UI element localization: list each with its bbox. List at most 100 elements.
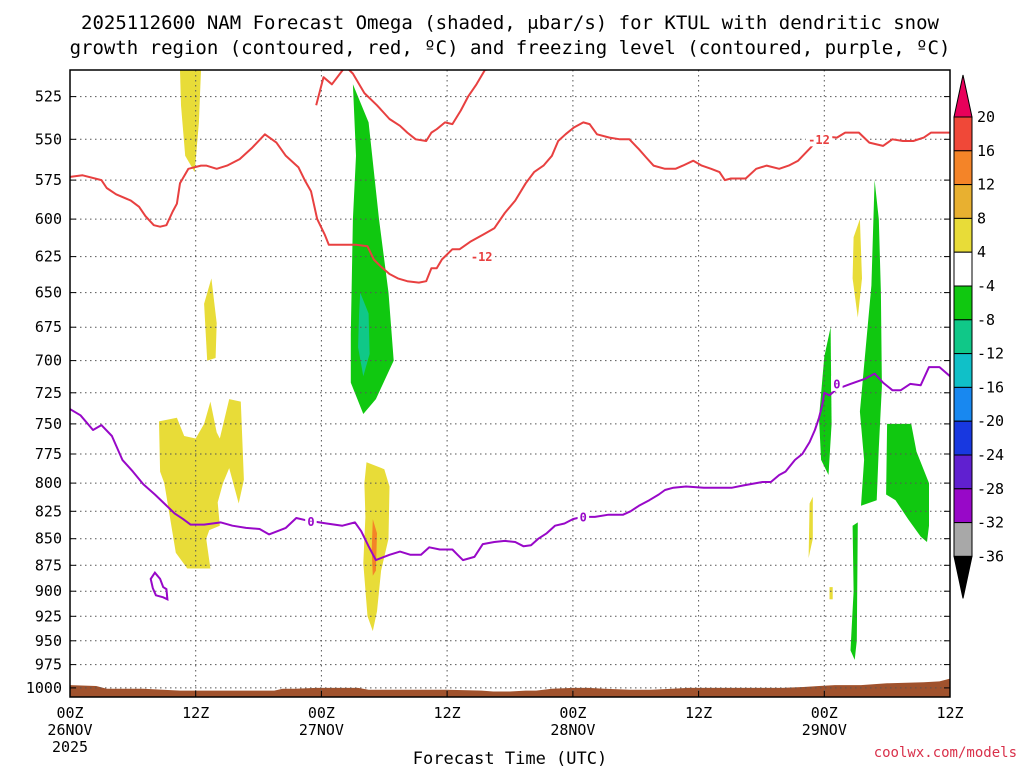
contour-layer: -12 -12 0 0 0 [70, 70, 950, 601]
colorbar-segment-8 [953, 386, 973, 422]
colorbar-segment-12 [953, 522, 973, 557]
colorbar-segment-6 [953, 319, 973, 355]
omega-region-0 [180, 70, 201, 173]
colorbar-segment-1 [953, 150, 973, 186]
omega-region-10 [886, 423, 929, 542]
dgz-contour-label-0: -12 [471, 250, 493, 264]
colorbar-segment-0 [953, 116, 973, 152]
x-tick-label-12: 12Z [182, 704, 209, 722]
colorbar-label-12: -32 [977, 514, 1004, 532]
y-tick-label-675: 675 [35, 318, 62, 336]
colorbar-label-4: 4 [977, 243, 986, 261]
y-tick-label-900: 900 [35, 582, 62, 600]
x-tick-label-24: 00Z [308, 704, 335, 722]
colorbar-segment-10 [953, 454, 973, 490]
colorbar-segment-7 [953, 353, 973, 388]
y-tick-label-825: 825 [35, 502, 62, 520]
y-tick-label-750: 750 [35, 415, 62, 433]
pressure-axis: 525 550 575 600 625 650 675 700 725 750 775 800 825 8… [26, 88, 950, 697]
y-tick-label-625: 625 [35, 248, 62, 266]
dgz-contour-label-1-bg [805, 131, 833, 147]
freezing-level-label-2-bg [831, 375, 843, 391]
x-tick-label-36: 12Z [434, 704, 461, 722]
omega-region-2 [159, 399, 244, 569]
omega-region-8 [859, 180, 882, 506]
omega-region-13 [829, 587, 833, 600]
x-tick-date-0: 26NOV [47, 721, 92, 739]
y-tick-label-700: 700 [35, 352, 62, 370]
dgz-contour-label-1: -12 [808, 133, 830, 147]
colorbar-bottom-arrow [953, 555, 973, 599]
colorbar-label-2: 12 [977, 176, 995, 194]
colorbar: 20 16 12 8 4 -4 -8 -12 -16 -20 -24 -28 -32 -36 [953, 74, 1004, 599]
plot-frame [69, 69, 951, 698]
terrain-fill [70, 678, 950, 697]
x-tick-date-48: 28NOV [550, 721, 595, 739]
freezing-level-blob [149, 571, 169, 601]
y-tick-label-925: 925 [35, 607, 62, 625]
freezing-level-label-1: 0 [580, 510, 587, 524]
colorbar-label-11: -28 [977, 480, 1004, 498]
colorbar-label-9: -20 [977, 412, 1004, 430]
freezing-level-label-1-bg [577, 508, 590, 524]
colorbar-segment-9 [953, 420, 973, 456]
omega-region-6 [358, 292, 370, 377]
y-tick-label-725: 725 [35, 384, 62, 402]
y-tick-label-950: 950 [35, 632, 62, 650]
omega-region-1 [204, 278, 217, 361]
dgz-contour-line [70, 121, 950, 284]
colorbar-label-5: -4 [977, 277, 995, 295]
y-tick-label-800: 800 [35, 474, 62, 492]
x-tick-date-24: 27NOV [299, 721, 344, 739]
dgz-contour-label-0-bg [468, 248, 495, 264]
freezing-level-label-2: 0 [833, 377, 840, 391]
x-axis-label: Forecast Time (UTC) [413, 749, 607, 768]
y-tick-label-975: 975 [35, 656, 62, 674]
y-tick-label-600: 600 [35, 210, 62, 228]
colorbar-label-8: -16 [977, 378, 1004, 396]
colorbar-label-0: 20 [977, 108, 995, 126]
y-tick-label-550: 550 [35, 130, 62, 148]
omega-region-11 [850, 522, 858, 660]
x-tick-label-60: 12Z [685, 704, 712, 722]
omega-shading-layer [70, 70, 950, 697]
y-tick-label-850: 850 [35, 530, 62, 548]
y-tick-label-775: 775 [35, 445, 62, 463]
colorbar-label-3: 8 [977, 209, 986, 227]
freezing-level-label-0-bg [305, 513, 317, 529]
chart-title-line-2: growth region (contoured, red, ºC) and f… [70, 37, 951, 59]
x-tick-label-84: 12Z [936, 704, 963, 722]
y-tick-label-1000: 1000 [26, 679, 62, 697]
omega-region-9 [819, 327, 832, 475]
colorbar-segment-3 [953, 217, 973, 253]
freezing-level-label-0: 0 [307, 515, 314, 529]
x-tick-label-72: 00Z [811, 704, 838, 722]
x-tick-label-48: 00Z [559, 704, 586, 722]
freezing-level-line [70, 366, 950, 562]
grid-lines [70, 70, 951, 697]
omega-region-5 [350, 84, 394, 415]
omega-region-12 [808, 496, 813, 558]
dgz-upper-contour [315, 70, 491, 142]
colorbar-label-10: -24 [977, 446, 1004, 464]
y-tick-label-575: 575 [35, 171, 62, 189]
omega-region-7 [852, 219, 862, 318]
colorbar-label-1: 16 [977, 142, 995, 160]
colorbar-label-7: -12 [977, 345, 1004, 363]
omega-region-4 [371, 519, 377, 576]
colorbar-top-arrow [953, 74, 973, 118]
x-tick-label-0: 00Z [56, 704, 83, 722]
x-tick-year-0: 2025 [52, 738, 88, 756]
x-tick-date-72: 29NOV [802, 721, 847, 739]
colorbar-label-6: -8 [977, 311, 995, 329]
y-tick-label-650: 650 [35, 284, 62, 302]
chart-title-line-1: 2025112600 NAM Forecast Omega (shaded, μ… [81, 12, 939, 34]
colorbar-label-13: -36 [977, 547, 1004, 565]
y-tick-label-525: 525 [35, 88, 62, 106]
colorbar-segment-11 [953, 488, 973, 524]
y-tick-label-875: 875 [35, 556, 62, 574]
colorbar-segment-2 [953, 184, 973, 219]
credit-text: coolwx.com/models [874, 745, 1017, 761]
